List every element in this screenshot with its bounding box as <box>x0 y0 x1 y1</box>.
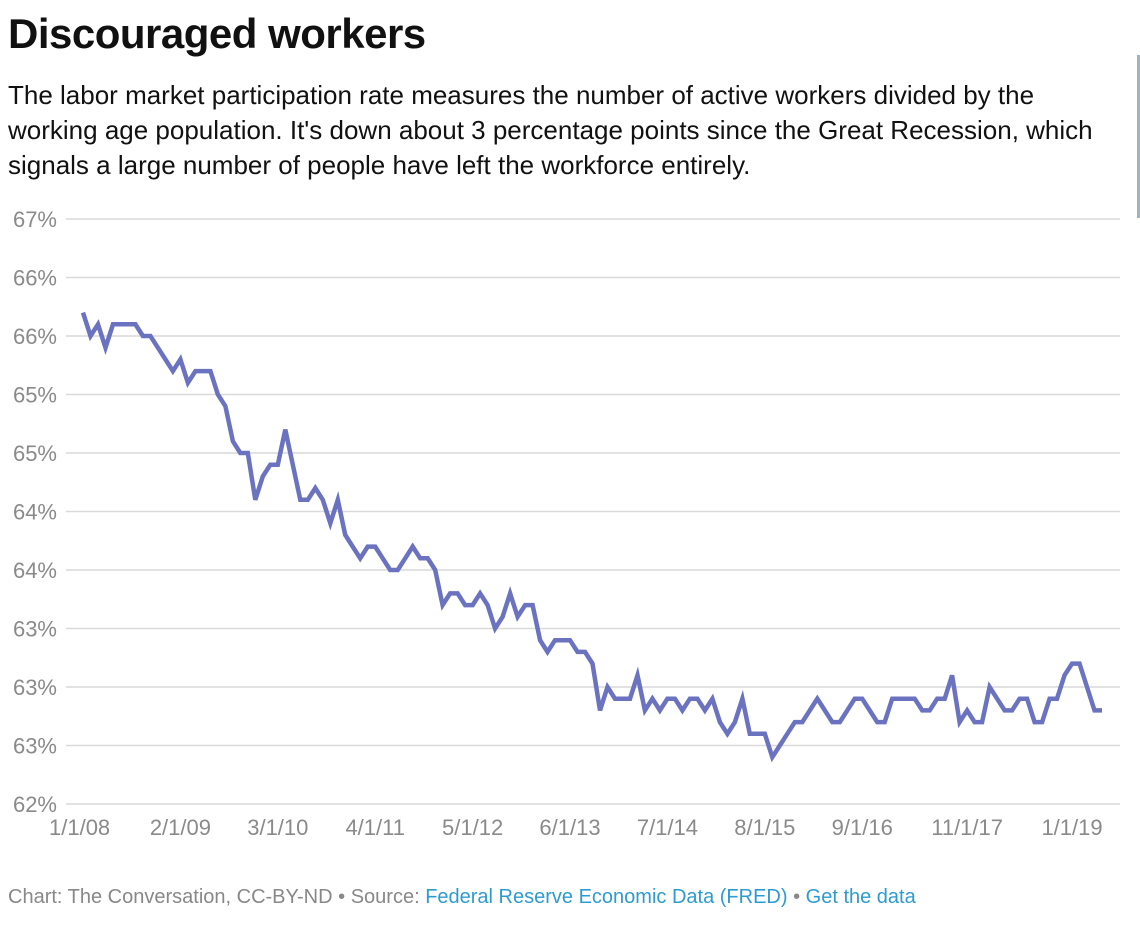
y-tick-label: 64% <box>13 558 57 583</box>
get-data-link[interactable]: Get the data <box>805 886 916 908</box>
x-tick-label: 9/1/16 <box>832 815 893 840</box>
line-chart: 62% 63% 63% 63% 64% 64% 65% 65% 66% 66% 67% 1/1/08… <box>13 207 1120 840</box>
x-tick-label: 1/1/08 <box>49 815 110 840</box>
chart-footer: Chart: The Conversation, CC-BY-ND • Sour… <box>8 884 916 910</box>
chart-subtitle: The labor market participation rate meas… <box>8 80 1093 180</box>
source-link[interactable]: Federal Reserve Economic Data (FRED) <box>425 886 788 908</box>
y-tick-label: 64% <box>13 500 57 525</box>
x-tick-label: 4/1/11 <box>345 815 405 840</box>
x-tick-label: 3/1/10 <box>247 815 308 840</box>
footer-data-separator: • <box>787 886 806 908</box>
x-tick-label: 11/1/17 <box>931 815 1003 840</box>
y-tick-label: 65% <box>13 383 57 408</box>
x-tick-label: 2/1/09 <box>150 815 211 840</box>
y-axis-ticks: 62% 63% 63% 63% 64% 64% 65% 65% 66% 66% 67% <box>13 207 57 817</box>
y-tick-label: 66% <box>13 324 57 349</box>
series-layer <box>80 311 1102 763</box>
y-tick-label: 63% <box>13 734 57 759</box>
x-tick-label: 7/1/14 <box>637 815 698 840</box>
footer-source-separator: • Source: <box>332 886 426 908</box>
y-tick-label: 66% <box>13 266 57 291</box>
y-tick-label: 62% <box>13 792 57 817</box>
y-tick-label: 67% <box>13 207 57 232</box>
x-tick-label: 6/1/13 <box>539 815 600 840</box>
x-tick-label: 8/1/15 <box>734 815 795 840</box>
y-tick-label: 63% <box>13 675 57 700</box>
chart-title: Discouraged workers <box>8 10 426 57</box>
gridlines <box>66 218 1120 805</box>
scrollbar-track[interactable] <box>1136 0 1140 218</box>
scrollbar-thumb[interactable] <box>1137 55 1140 218</box>
x-tick-label: 5/1/12 <box>442 815 503 840</box>
series-line[interactable] <box>80 311 1102 763</box>
y-tick-label: 63% <box>13 617 57 642</box>
footer-credit: Chart: The Conversation, CC-BY-ND <box>8 886 333 908</box>
x-tick-label: 1/1/19 <box>1041 815 1102 840</box>
y-tick-label: 65% <box>13 441 57 466</box>
x-axis-ticks: 1/1/08 2/1/09 3/1/10 4/1/11 5/1/12 6/1/13 7/1/… <box>49 815 1103 840</box>
